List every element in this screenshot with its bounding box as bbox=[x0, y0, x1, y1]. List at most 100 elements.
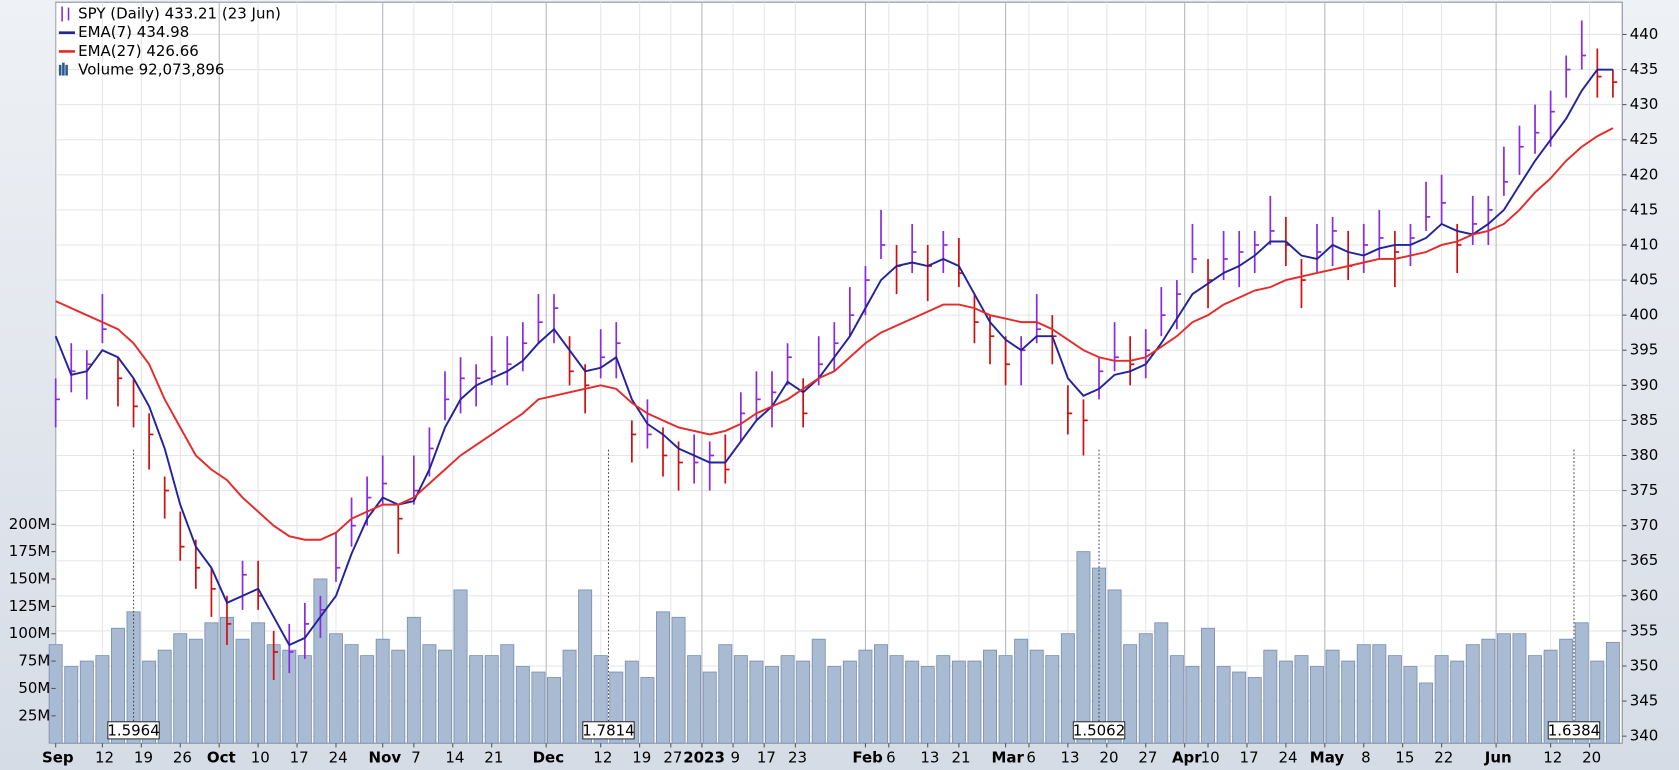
annotation-label: 1.5062 bbox=[1073, 721, 1125, 739]
volume-bar bbox=[951, 660, 966, 744]
ema-line bbox=[54, 68, 1613, 647]
y2-tick-label: 75M bbox=[18, 652, 50, 670]
annotation-box bbox=[582, 721, 635, 740]
y-tick-label: 435 bbox=[1630, 60, 1659, 78]
volume-bar bbox=[1232, 671, 1247, 744]
volume-bar bbox=[1138, 633, 1153, 744]
volume-bar bbox=[1559, 638, 1574, 744]
volume-bar bbox=[188, 638, 203, 744]
legend-label: Volume 92,073,896 bbox=[78, 61, 224, 79]
y2-tick-label: 25M bbox=[18, 706, 50, 724]
volume-bar bbox=[484, 655, 499, 744]
volume-bar bbox=[702, 671, 717, 744]
volume-bar bbox=[1403, 666, 1418, 744]
y2-tick-label: 175M bbox=[9, 542, 51, 560]
x-tick-label: Dec bbox=[533, 749, 564, 767]
volume-bar bbox=[905, 660, 920, 744]
y2-tick-label: 50M bbox=[18, 679, 50, 697]
volume-bar bbox=[920, 666, 935, 744]
volume-bar bbox=[1387, 655, 1402, 744]
volume-bar bbox=[1014, 638, 1029, 744]
legend: SPY (Daily) 433.21 (23 Jun)EMA(7) 434.98… bbox=[58, 4, 281, 79]
y-tick-label: 360 bbox=[1630, 586, 1659, 604]
volume-bar bbox=[1419, 682, 1434, 744]
y-tick-label: 425 bbox=[1630, 130, 1659, 148]
x-tick-label: 12 bbox=[593, 749, 612, 767]
volume-bar bbox=[1076, 551, 1091, 744]
y-tick-label: 430 bbox=[1630, 95, 1659, 113]
y2-tick-label: 200M bbox=[9, 515, 51, 533]
legend-icon bbox=[62, 62, 65, 76]
x-tick-label: 20 bbox=[1582, 749, 1601, 767]
volume-bar bbox=[79, 660, 94, 744]
volume-bar bbox=[1512, 633, 1527, 744]
volume-bar bbox=[1294, 655, 1309, 744]
annotation-box bbox=[1547, 721, 1601, 740]
volume-bar bbox=[983, 649, 997, 744]
x-tick-label: 22 bbox=[1434, 749, 1453, 767]
volume-bar bbox=[1154, 622, 1169, 744]
x-tick-label: 19 bbox=[134, 749, 153, 767]
volume-bar bbox=[1029, 649, 1044, 744]
volume-bar bbox=[297, 655, 312, 744]
volume-bar bbox=[578, 589, 593, 744]
x-tick-label: 13 bbox=[1060, 749, 1079, 767]
y-tick-label: 420 bbox=[1630, 165, 1659, 183]
volume-bar bbox=[1045, 655, 1060, 744]
x-tick-label: 9 bbox=[730, 749, 740, 767]
volume-bar bbox=[640, 677, 655, 744]
y-tick-label: 340 bbox=[1630, 727, 1659, 745]
annotation-label: 1.5964 bbox=[107, 721, 159, 739]
y-tick-label: 380 bbox=[1630, 446, 1659, 464]
volume-bar bbox=[967, 660, 982, 744]
volume-layer bbox=[48, 551, 1620, 744]
volume-bar bbox=[173, 633, 188, 744]
legend-label: EMA(7) 434.98 bbox=[78, 23, 189, 41]
volume-bar bbox=[562, 649, 577, 744]
legend-icon bbox=[65, 64, 68, 76]
volume-bar bbox=[811, 638, 826, 744]
volume-bar bbox=[874, 644, 888, 744]
x-tick-label: 14 bbox=[445, 749, 464, 767]
x-tick-label: 23 bbox=[788, 749, 807, 767]
plot-area bbox=[55, 1, 1623, 744]
volume-bar bbox=[1247, 677, 1262, 744]
volume-bar bbox=[1263, 649, 1278, 744]
x-tick-label: 13 bbox=[920, 749, 939, 767]
y-tick-label: 440 bbox=[1630, 25, 1659, 43]
volume-bar bbox=[422, 644, 437, 744]
volume-bar bbox=[671, 616, 686, 744]
x-tick-label: Nov bbox=[369, 749, 402, 767]
x-tick-label: Jun bbox=[1484, 749, 1512, 767]
x-tick-label: Feb bbox=[852, 749, 883, 767]
x-tick-label: Apr bbox=[1172, 749, 1202, 767]
volume-bar bbox=[469, 655, 484, 744]
volume-bar bbox=[111, 627, 125, 744]
volume-bar bbox=[157, 649, 172, 744]
ema-layer bbox=[54, 68, 1614, 647]
volume-bar bbox=[780, 655, 795, 744]
volume-bar bbox=[998, 655, 1013, 744]
x-tick-label: 2023 bbox=[683, 749, 725, 767]
volume-bar bbox=[1341, 660, 1356, 744]
volume-bar bbox=[1201, 627, 1215, 744]
volume-bar bbox=[733, 655, 748, 744]
annotation-box bbox=[1072, 721, 1126, 740]
y-tick-label: 390 bbox=[1630, 376, 1659, 394]
volume-bar bbox=[1605, 641, 1620, 744]
legend-icon bbox=[58, 64, 62, 76]
volume-bar bbox=[842, 660, 857, 744]
volume-bar bbox=[1216, 666, 1231, 744]
volume-bar bbox=[547, 677, 561, 744]
volume-bar bbox=[765, 666, 779, 744]
volume-bar bbox=[531, 671, 546, 744]
x-tick-label: 6 bbox=[1026, 749, 1036, 767]
volume-bar bbox=[64, 666, 79, 744]
x-tick-label: 26 bbox=[173, 749, 192, 767]
volume-bar bbox=[1278, 660, 1293, 744]
volume-bar bbox=[858, 649, 873, 744]
annotation-label: 1.7814 bbox=[582, 721, 634, 739]
x-tick-label: 21 bbox=[484, 749, 503, 767]
